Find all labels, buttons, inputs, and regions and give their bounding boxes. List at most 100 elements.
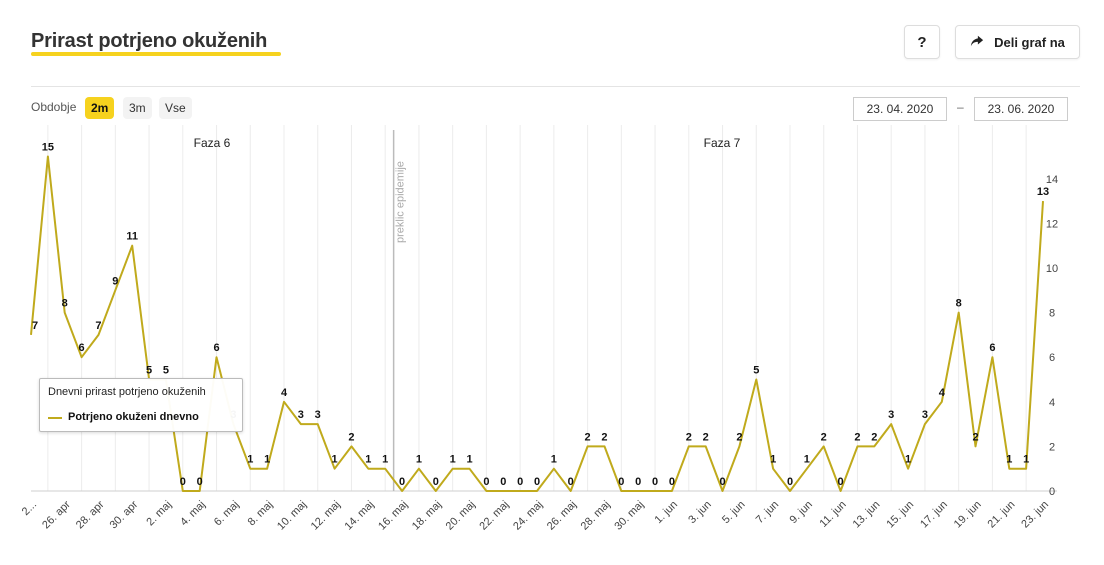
- data-label: 6: [989, 342, 995, 354]
- data-label: 0: [669, 476, 675, 488]
- data-label: 6: [213, 342, 219, 354]
- data-label: 0: [838, 476, 844, 488]
- data-label: 0: [433, 476, 439, 488]
- x-tick-label: 8. maj: [246, 499, 276, 529]
- x-tick-label: 12. maj: [309, 499, 343, 533]
- x-tick-label: 19. jun: [952, 499, 984, 531]
- x-tick-label: 6. maj: [212, 499, 242, 529]
- period-3m-button[interactable]: 3m: [123, 97, 152, 119]
- data-label: 9: [112, 275, 118, 287]
- data-label: 4: [281, 387, 288, 399]
- x-tick-label: 2. maj: [144, 499, 174, 529]
- y-tick-label: 12: [1046, 218, 1058, 230]
- data-label: 0: [534, 476, 540, 488]
- x-tick-label: 22. maj: [477, 499, 511, 533]
- data-label: 6: [79, 342, 85, 354]
- x-tick-label: 17. jun: [918, 499, 950, 531]
- data-label: 11: [126, 231, 138, 243]
- data-label: 1: [804, 454, 810, 466]
- page-title: Prirast potrjeno okuženih: [31, 30, 268, 52]
- x-tick-label: 16. maj: [376, 499, 410, 533]
- help-button[interactable]: ?: [904, 25, 940, 59]
- tooltip-title: Dnevni prirast potrjeno okuženih: [48, 386, 206, 398]
- data-label: 0: [719, 476, 725, 488]
- data-label: 0: [635, 476, 641, 488]
- title-underline: [31, 52, 281, 56]
- x-tick-label: 3. jun: [686, 499, 714, 527]
- x-tick-label: 30. maj: [612, 499, 646, 533]
- series-line: [30, 155, 1044, 492]
- data-label: 1: [1023, 454, 1029, 466]
- x-tick-label: 15. jun: [884, 499, 916, 531]
- data-label: 1: [770, 454, 776, 466]
- phase-label: Faza 7: [704, 136, 741, 150]
- x-tick-label: 14. maj: [342, 499, 376, 533]
- data-label: 7: [32, 320, 38, 332]
- x-tick-label: 28. apr: [74, 498, 107, 531]
- x-tick-label: 23. jun: [1019, 499, 1051, 531]
- data-label: 0: [652, 476, 658, 488]
- x-tick-label: 28. maj: [579, 499, 613, 533]
- y-tick-label: 4: [1049, 397, 1055, 409]
- date-separator: –: [957, 100, 964, 114]
- data-label: 15: [42, 142, 54, 154]
- data-label: 1: [365, 454, 371, 466]
- data-label: 1: [264, 454, 270, 466]
- x-tick-label: 11. jun: [817, 499, 848, 530]
- x-tick-label: 20. maj: [444, 499, 478, 533]
- share-arrow-icon: [970, 34, 984, 51]
- data-label: 1: [905, 454, 911, 466]
- x-tick-label: 30. apr: [108, 498, 141, 531]
- y-tick-label: 6: [1049, 352, 1055, 364]
- data-label: 0: [517, 476, 523, 488]
- data-label: 5: [146, 365, 152, 377]
- y-tick-label: 2: [1049, 441, 1055, 453]
- data-label: 1: [551, 454, 557, 466]
- event-marker-label: preklic epidemije: [395, 161, 407, 243]
- data-label: 1: [1006, 454, 1012, 466]
- data-label: 2: [585, 431, 591, 443]
- data-label: 4: [939, 387, 946, 399]
- data-label: 2: [972, 431, 978, 443]
- data-label: 0: [568, 476, 574, 488]
- tooltip-series-label: Potrjeno okuženi dnevno: [68, 411, 199, 423]
- period-2m-button[interactable]: 2m: [85, 97, 115, 119]
- x-tick-label: 5. jun: [720, 499, 748, 527]
- data-label: 0: [197, 476, 203, 488]
- x-tick-label: 26. maj: [545, 499, 579, 533]
- period-all-button[interactable]: Vse: [159, 97, 192, 119]
- x-tick-label: 13. jun: [851, 499, 883, 531]
- x-tick-label: 10. maj: [275, 499, 309, 533]
- y-tick-label: 14: [1046, 174, 1058, 186]
- x-tick-label: 7. jun: [754, 499, 782, 527]
- data-label: 2: [686, 431, 692, 443]
- x-tick-label: 18. maj: [410, 499, 444, 533]
- data-label: 3: [888, 409, 894, 421]
- data-label: 1: [247, 454, 253, 466]
- data-label: 2: [854, 431, 860, 443]
- data-label: 0: [618, 476, 624, 488]
- x-tick-label: 26. apr: [40, 498, 73, 531]
- data-label: 1: [466, 454, 472, 466]
- data-label: 13: [1037, 186, 1049, 198]
- phase-label: Faza 6: [194, 136, 231, 150]
- data-label: 2: [736, 431, 742, 443]
- period-label: Obdobje: [31, 100, 77, 114]
- data-label: 0: [500, 476, 506, 488]
- y-tick-label: 10: [1046, 263, 1058, 275]
- date-to-input[interactable]: 23. 06. 2020: [974, 97, 1068, 121]
- x-tick-label: 9. jun: [787, 499, 815, 527]
- x-tick-label: 4. maj: [178, 499, 208, 529]
- data-label: 7: [95, 320, 101, 332]
- date-from-input[interactable]: 23. 04. 2020: [853, 97, 947, 121]
- data-label: 2: [348, 431, 354, 443]
- x-tick-label: 2...: [20, 499, 39, 518]
- data-label: 2: [821, 431, 827, 443]
- data-label: 1: [382, 454, 388, 466]
- chart-tooltip: Dnevni prirast potrjeno okuženih Potrjen…: [39, 378, 243, 432]
- share-button[interactable]: Deli graf na: [955, 25, 1080, 59]
- data-label: 8: [62, 298, 68, 310]
- x-tick-label: 24. maj: [511, 499, 545, 533]
- data-label: 2: [703, 431, 709, 443]
